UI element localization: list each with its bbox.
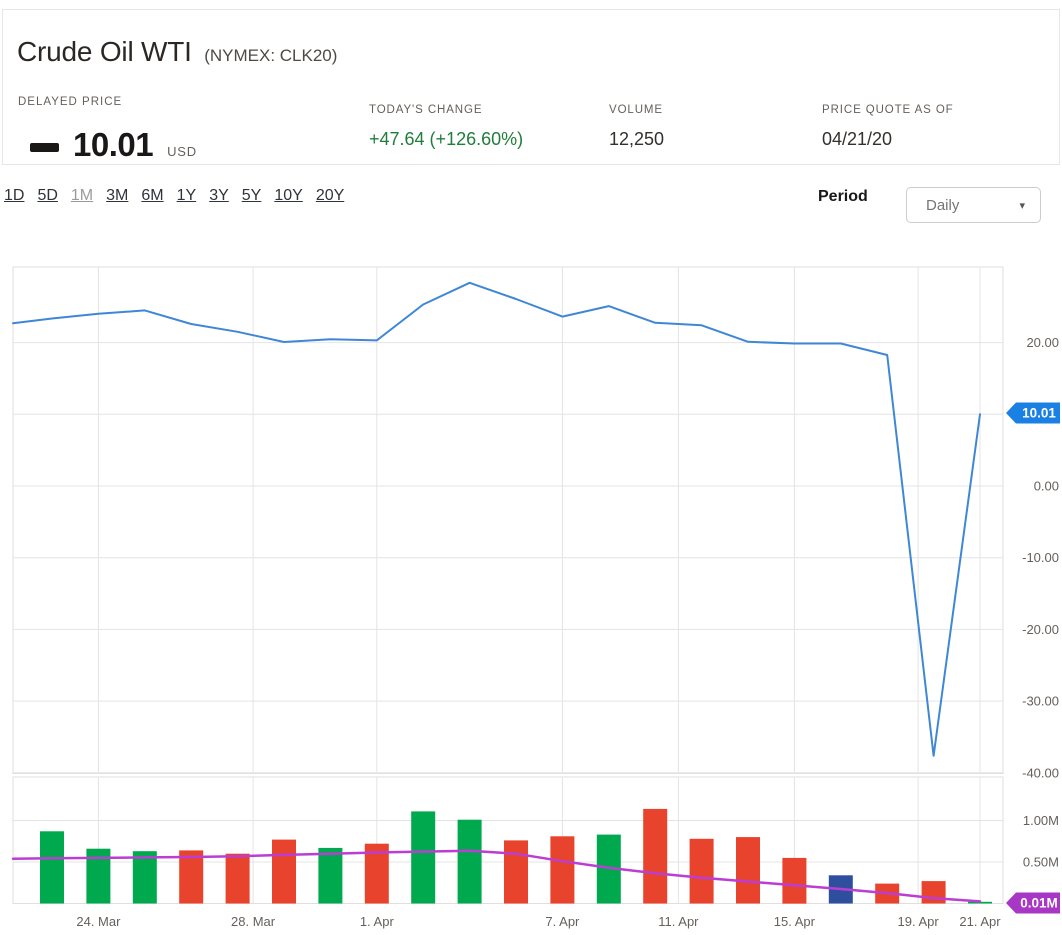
volume-bar	[179, 850, 204, 904]
range-tab-3m[interactable]: 3M	[106, 187, 129, 204]
range-tab-5d[interactable]: 5D	[37, 187, 58, 204]
volume-bar	[782, 857, 807, 904]
volume-bar	[689, 838, 714, 904]
volume-bar	[550, 836, 575, 904]
volume-bar	[921, 881, 946, 904]
period-select-value: Daily	[926, 196, 960, 214]
period-select[interactable]: Daily ▾	[906, 187, 1041, 223]
svg-text:10.01: 10.01	[1022, 406, 1056, 421]
axis-labels: 20.00 0.00 -10.00 -20.00 -30.00 -40.00 1.00M 0.…	[76, 335, 1059, 929]
price-pane-border	[12, 266, 1004, 774]
volume-axis-label: 1.00M	[1023, 813, 1059, 828]
price-flat-dash-icon	[30, 142, 59, 152]
current-price: 10.01	[73, 126, 154, 163]
current-price-badge: 10.01	[1006, 402, 1060, 424]
volume-axis-label: 0.50M	[1023, 855, 1059, 870]
dropdown-caret-icon: ▾	[1019, 199, 1025, 212]
range-tabs: 1D 5D 1M 3M 6M 1Y 3Y 5Y 10Y 20Y	[4, 187, 344, 205]
volume-bar	[225, 853, 250, 904]
volume-trend-line	[11, 849, 982, 903]
volume-bar	[318, 847, 343, 904]
quote-as-of-label: PRICE QUOTE AS OF	[822, 104, 954, 116]
range-tab-1y[interactable]: 1Y	[176, 187, 197, 204]
range-tab-1m[interactable]: 1M	[70, 187, 94, 204]
price-line	[12, 281, 981, 757]
x-axis-label: 1. Apr	[360, 914, 395, 929]
volume-bar	[40, 831, 64, 904]
x-axis-label: 19. Apr	[897, 914, 939, 929]
todays-change-value: +47.64 (+126.60%)	[369, 129, 524, 149]
volume-bars	[40, 808, 992, 904]
range-tab-1d[interactable]: 1D	[4, 187, 25, 204]
x-axis-label: 7. Apr	[545, 914, 580, 929]
volume-value: 12,250	[609, 129, 665, 149]
volume-bar	[643, 808, 668, 904]
title-row: Crude Oil WTI (NYMEX: CLK20)	[17, 36, 337, 68]
range-tab-5y[interactable]: 5Y	[241, 187, 262, 204]
quote-as-of-value: 04/21/20	[822, 129, 893, 149]
instrument-title: Crude Oil WTI	[17, 36, 192, 67]
period-label: Period	[818, 188, 868, 205]
range-tab-10y[interactable]: 10Y	[274, 187, 303, 204]
price-currency: USD	[167, 143, 197, 159]
price-axis-label: -20.00	[1022, 622, 1059, 637]
price-quote-column: PRICE QUOTE AS OF 04/21/20	[822, 104, 954, 150]
price-axis-label: -30.00	[1022, 694, 1059, 709]
x-axis-label: 28. Mar	[231, 914, 276, 929]
range-tab-20y[interactable]: 20Y	[315, 187, 345, 204]
volume-bar	[411, 811, 436, 904]
volume-column: VOLUME 12,250	[609, 104, 664, 150]
volume-bar	[132, 851, 157, 904]
gridlines	[12, 266, 1004, 904]
x-axis-label: 11. Apr	[658, 914, 699, 929]
volume-bar	[736, 837, 760, 904]
price-axis-label: -10.00	[1022, 550, 1059, 565]
price-row: 10.01 USD	[18, 126, 197, 164]
x-axis-label: 15. Apr	[774, 914, 816, 929]
price-axis-label: -40.00	[1022, 765, 1059, 780]
todays-change-label: TODAY'S CHANGE	[369, 104, 483, 116]
volume-bar	[968, 901, 992, 904]
x-axis-label: 21. Apr	[959, 914, 1001, 929]
delayed-price-label: DELAYED PRICE	[18, 96, 123, 108]
volume-label: VOLUME	[609, 104, 663, 116]
quote-header-card: Crude Oil WTI (NYMEX: CLK20) DELAYED PRI…	[2, 9, 1060, 165]
price-axis-label: 0.00	[1034, 479, 1059, 494]
instrument-symbol: (NYMEX: CLK20)	[204, 46, 338, 65]
range-tab-6m[interactable]: 6M	[141, 187, 164, 204]
volume-bar	[272, 839, 296, 904]
price-axis-label: 20.00	[1026, 335, 1059, 350]
volume-bar	[504, 840, 528, 904]
range-tab-3y[interactable]: 3Y	[209, 187, 229, 204]
series	[11, 281, 992, 904]
x-axis-label: 24. Mar	[76, 914, 121, 929]
current-volume-badge: 0.01M	[1006, 892, 1060, 914]
todays-change-column: TODAY'S CHANGE +47.64 (+126.60%)	[369, 104, 523, 150]
volume-bar	[457, 819, 482, 904]
svg-text:0.01M: 0.01M	[1020, 896, 1058, 911]
